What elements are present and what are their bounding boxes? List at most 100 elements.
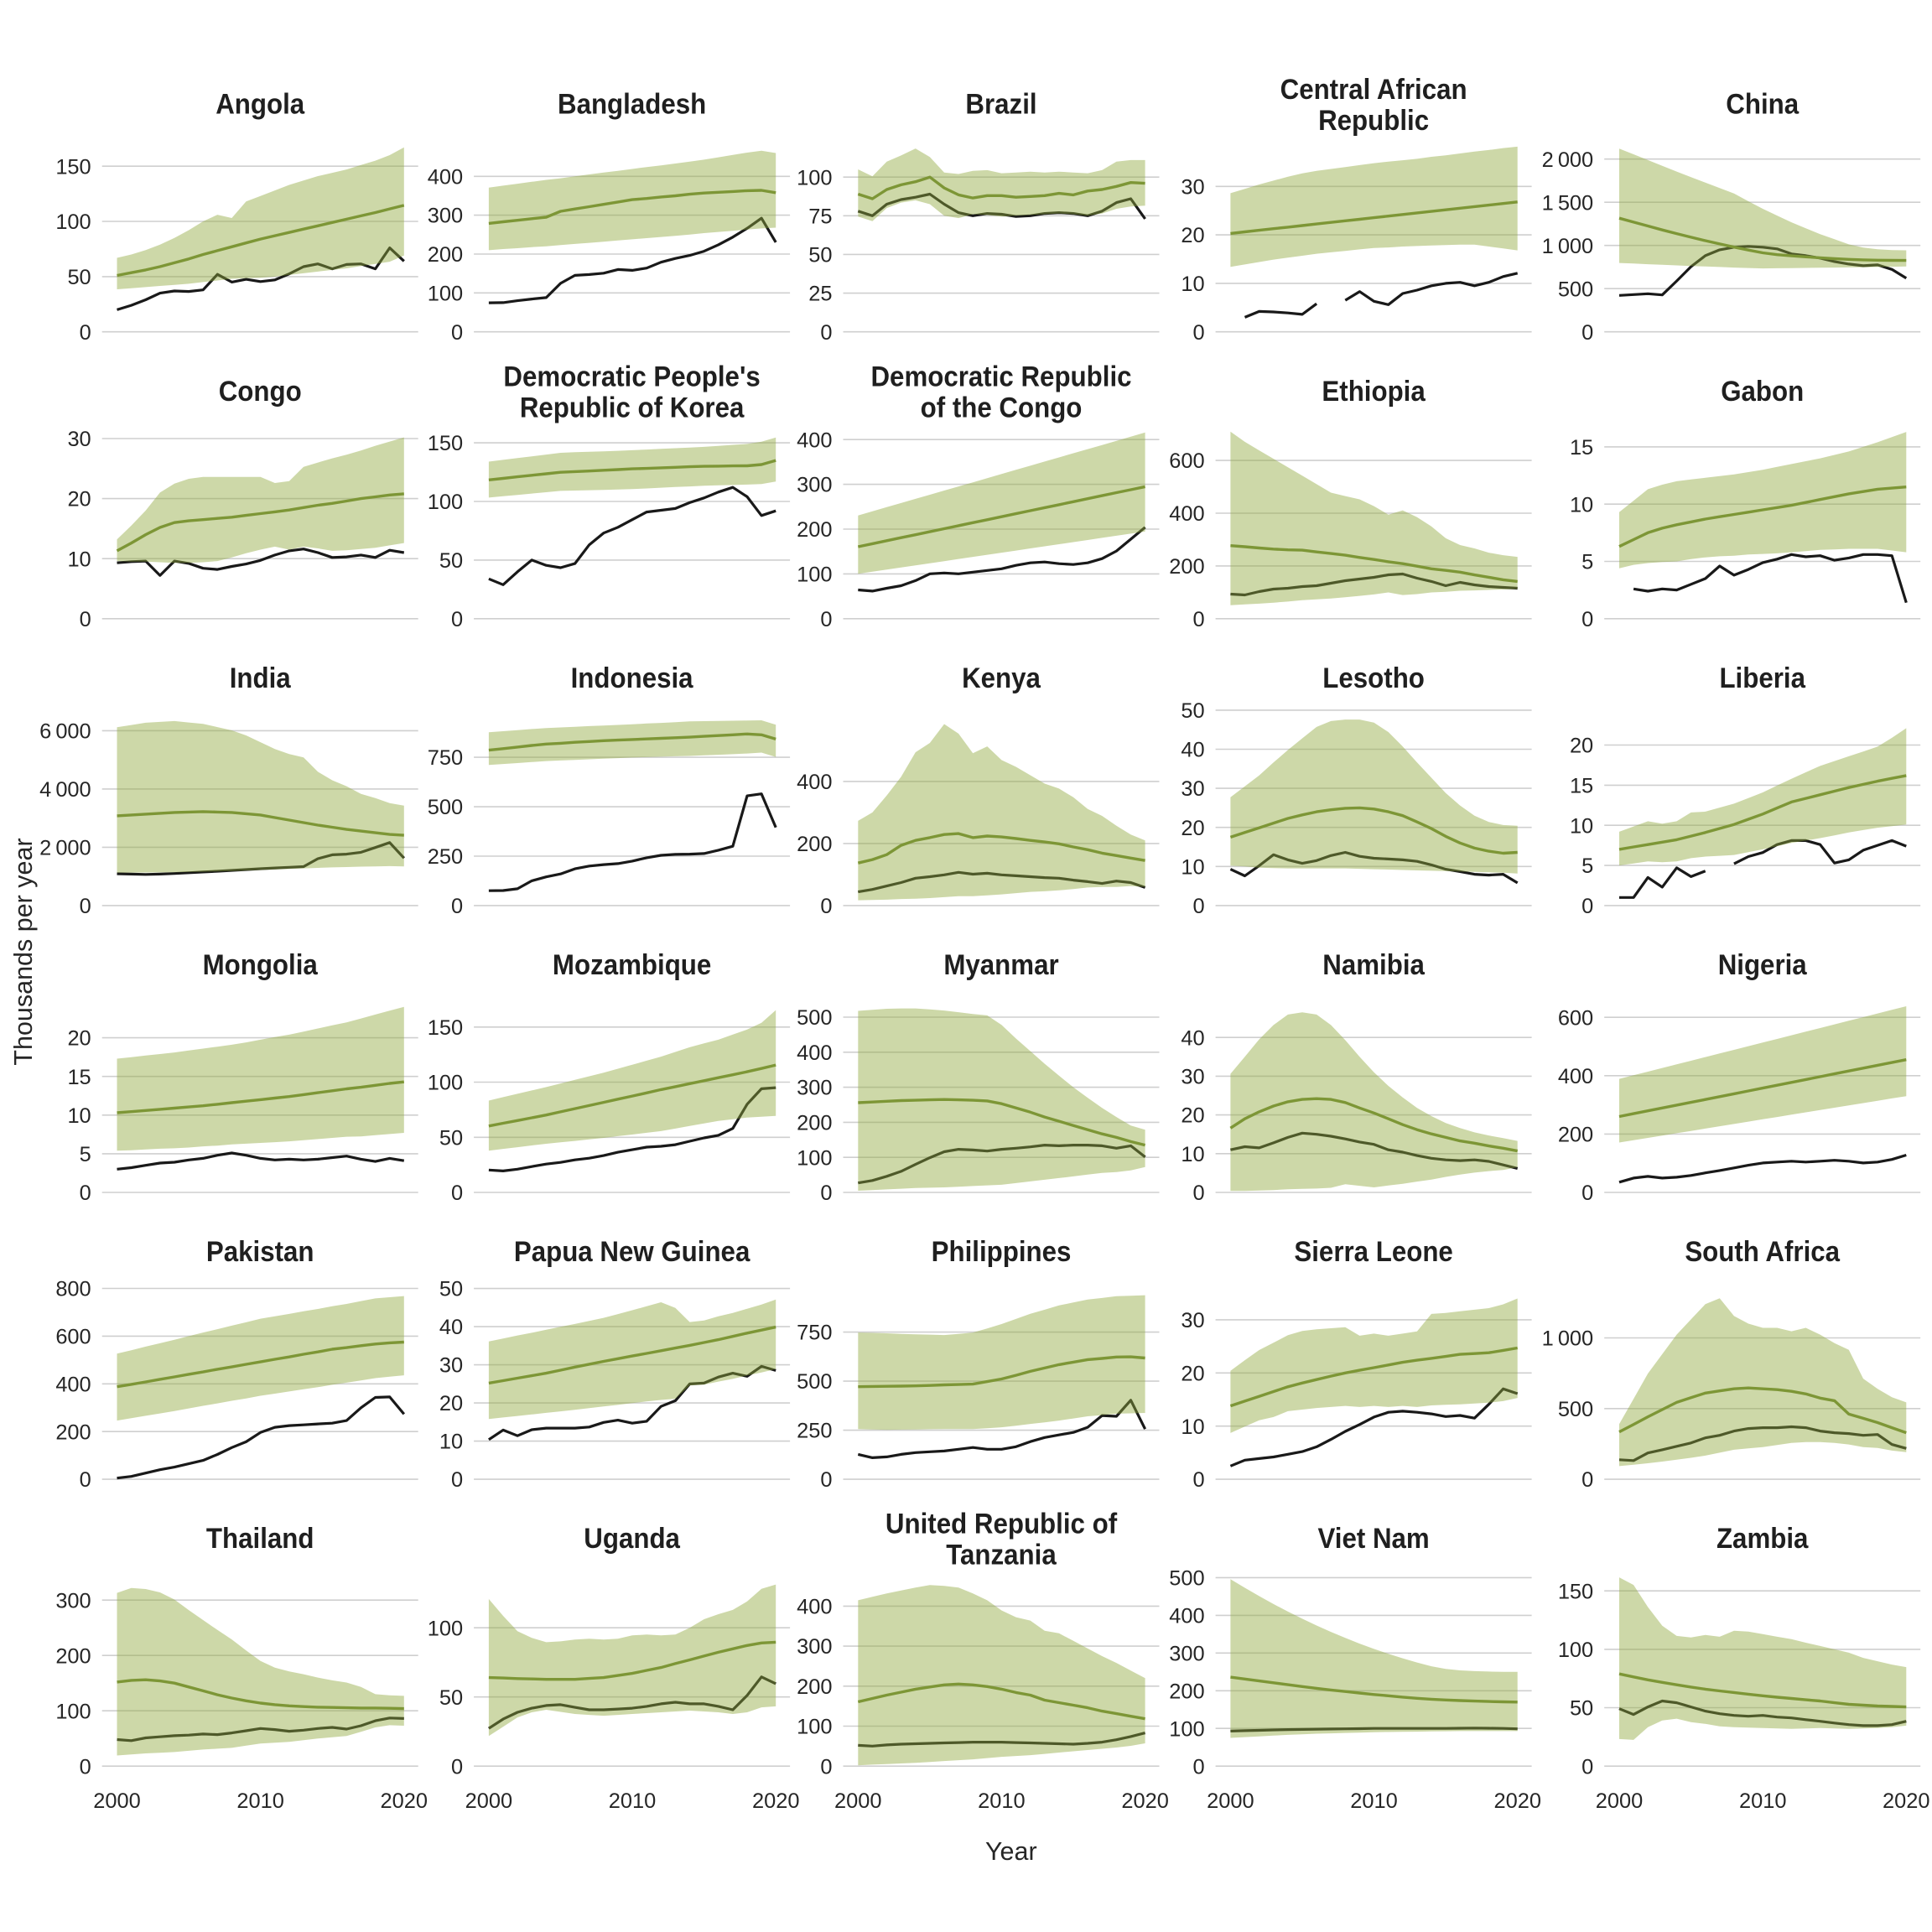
svg-text:Sierra Leone: Sierra Leone xyxy=(1294,1235,1452,1268)
svg-text:10: 10 xyxy=(1181,273,1204,296)
svg-text:400: 400 xyxy=(797,771,832,794)
svg-text:100: 100 xyxy=(428,1617,463,1640)
svg-text:Congo: Congo xyxy=(219,375,302,408)
svg-text:0: 0 xyxy=(820,321,832,345)
svg-text:Philippines: Philippines xyxy=(932,1235,1072,1268)
svg-text:6 000: 6 000 xyxy=(39,720,91,744)
svg-text:30: 30 xyxy=(439,1354,463,1378)
svg-text:50: 50 xyxy=(439,1126,463,1150)
svg-text:2 000: 2 000 xyxy=(1542,148,1594,172)
svg-text:Pakistan: Pakistan xyxy=(206,1235,314,1268)
svg-text:600: 600 xyxy=(1169,449,1204,473)
svg-text:400: 400 xyxy=(797,428,832,452)
svg-text:750: 750 xyxy=(797,1322,832,1345)
svg-text:100: 100 xyxy=(797,166,832,190)
svg-text:200: 200 xyxy=(55,1420,91,1444)
svg-text:2000: 2000 xyxy=(465,1789,512,1813)
svg-text:50: 50 xyxy=(808,244,832,267)
svg-text:10: 10 xyxy=(439,1431,463,1454)
svg-text:Year: Year xyxy=(985,1837,1037,1866)
svg-text:India: India xyxy=(230,662,292,694)
svg-text:30: 30 xyxy=(67,428,91,451)
svg-text:Myanmar: Myanmar xyxy=(943,948,1059,981)
svg-text:0: 0 xyxy=(1581,1182,1593,1205)
svg-text:20: 20 xyxy=(1181,817,1204,840)
svg-text:200: 200 xyxy=(1558,1124,1593,1147)
svg-text:300: 300 xyxy=(797,474,832,497)
svg-text:Mongolia: Mongolia xyxy=(203,948,319,981)
svg-text:75: 75 xyxy=(808,205,832,228)
svg-text:0: 0 xyxy=(80,1468,91,1492)
svg-text:50: 50 xyxy=(439,1278,463,1301)
svg-text:0: 0 xyxy=(1581,321,1593,345)
svg-text:40: 40 xyxy=(1181,1026,1204,1050)
svg-text:10: 10 xyxy=(1570,814,1593,838)
svg-text:Nigeria: Nigeria xyxy=(1718,948,1808,981)
svg-text:100: 100 xyxy=(797,564,832,587)
svg-text:200: 200 xyxy=(55,1644,91,1668)
svg-text:100: 100 xyxy=(428,282,463,305)
svg-text:Republic of Korea: Republic of Korea xyxy=(520,391,745,423)
svg-text:2020: 2020 xyxy=(752,1789,799,1813)
svg-text:2010: 2010 xyxy=(1350,1789,1397,1813)
svg-text:United Republic of: United Republic of xyxy=(886,1507,1117,1540)
svg-text:50: 50 xyxy=(439,549,463,573)
svg-text:0: 0 xyxy=(80,895,91,918)
svg-text:150: 150 xyxy=(55,155,91,179)
svg-text:300: 300 xyxy=(797,1077,832,1100)
svg-text:2020: 2020 xyxy=(1883,1789,1929,1813)
svg-text:1 000: 1 000 xyxy=(1542,235,1594,258)
svg-text:500: 500 xyxy=(1169,1567,1204,1591)
svg-text:2000: 2000 xyxy=(1207,1789,1254,1813)
svg-text:0: 0 xyxy=(1581,1755,1593,1779)
svg-text:Thailand: Thailand xyxy=(206,1522,314,1555)
svg-text:2000: 2000 xyxy=(1596,1789,1643,1813)
svg-text:150: 150 xyxy=(428,432,463,455)
svg-text:500: 500 xyxy=(1558,1398,1593,1421)
svg-text:China: China xyxy=(1726,87,1800,120)
svg-text:Namibia: Namibia xyxy=(1322,948,1425,981)
svg-text:20: 20 xyxy=(67,488,91,512)
svg-text:25: 25 xyxy=(808,283,832,306)
svg-text:0: 0 xyxy=(451,608,463,631)
svg-text:200: 200 xyxy=(1169,555,1204,579)
svg-text:50: 50 xyxy=(439,1686,463,1710)
svg-text:Indonesia: Indonesia xyxy=(571,662,694,694)
svg-text:Uganda: Uganda xyxy=(584,1522,680,1555)
svg-text:100: 100 xyxy=(55,210,91,234)
svg-text:Lesotho: Lesotho xyxy=(1322,662,1425,694)
svg-text:400: 400 xyxy=(428,165,463,189)
svg-text:0: 0 xyxy=(820,608,832,631)
svg-text:Gabon: Gabon xyxy=(1721,375,1804,408)
svg-text:0: 0 xyxy=(451,1755,463,1779)
svg-text:30: 30 xyxy=(1181,777,1204,801)
svg-text:400: 400 xyxy=(797,1041,832,1065)
svg-text:of the Congo: of the Congo xyxy=(921,391,1083,423)
svg-text:Mozambique: Mozambique xyxy=(553,948,711,981)
svg-text:1 000: 1 000 xyxy=(1542,1327,1594,1351)
svg-text:600: 600 xyxy=(55,1326,91,1349)
svg-text:0: 0 xyxy=(820,1755,832,1779)
svg-text:2020: 2020 xyxy=(1121,1789,1168,1813)
svg-text:0: 0 xyxy=(451,321,463,345)
svg-text:400: 400 xyxy=(1169,1605,1204,1628)
svg-text:0: 0 xyxy=(1192,608,1204,631)
svg-text:2010: 2010 xyxy=(236,1789,283,1813)
svg-text:0: 0 xyxy=(80,608,91,631)
svg-text:200: 200 xyxy=(1169,1680,1204,1703)
svg-text:South Africa: South Africa xyxy=(1685,1235,1841,1268)
svg-text:2020: 2020 xyxy=(1493,1789,1540,1813)
svg-text:20: 20 xyxy=(67,1027,91,1051)
svg-text:Brazil: Brazil xyxy=(965,87,1036,120)
svg-text:0: 0 xyxy=(1192,1182,1204,1205)
svg-text:0: 0 xyxy=(1192,895,1204,918)
svg-text:10: 10 xyxy=(67,548,91,571)
svg-text:5: 5 xyxy=(1581,854,1593,878)
svg-text:50: 50 xyxy=(1181,699,1204,723)
svg-text:2 000: 2 000 xyxy=(39,837,91,860)
svg-text:200: 200 xyxy=(797,1112,832,1135)
svg-text:40: 40 xyxy=(439,1316,463,1339)
svg-text:Angola: Angola xyxy=(216,87,305,120)
svg-text:0: 0 xyxy=(1581,1468,1593,1492)
svg-text:15: 15 xyxy=(1570,775,1593,798)
